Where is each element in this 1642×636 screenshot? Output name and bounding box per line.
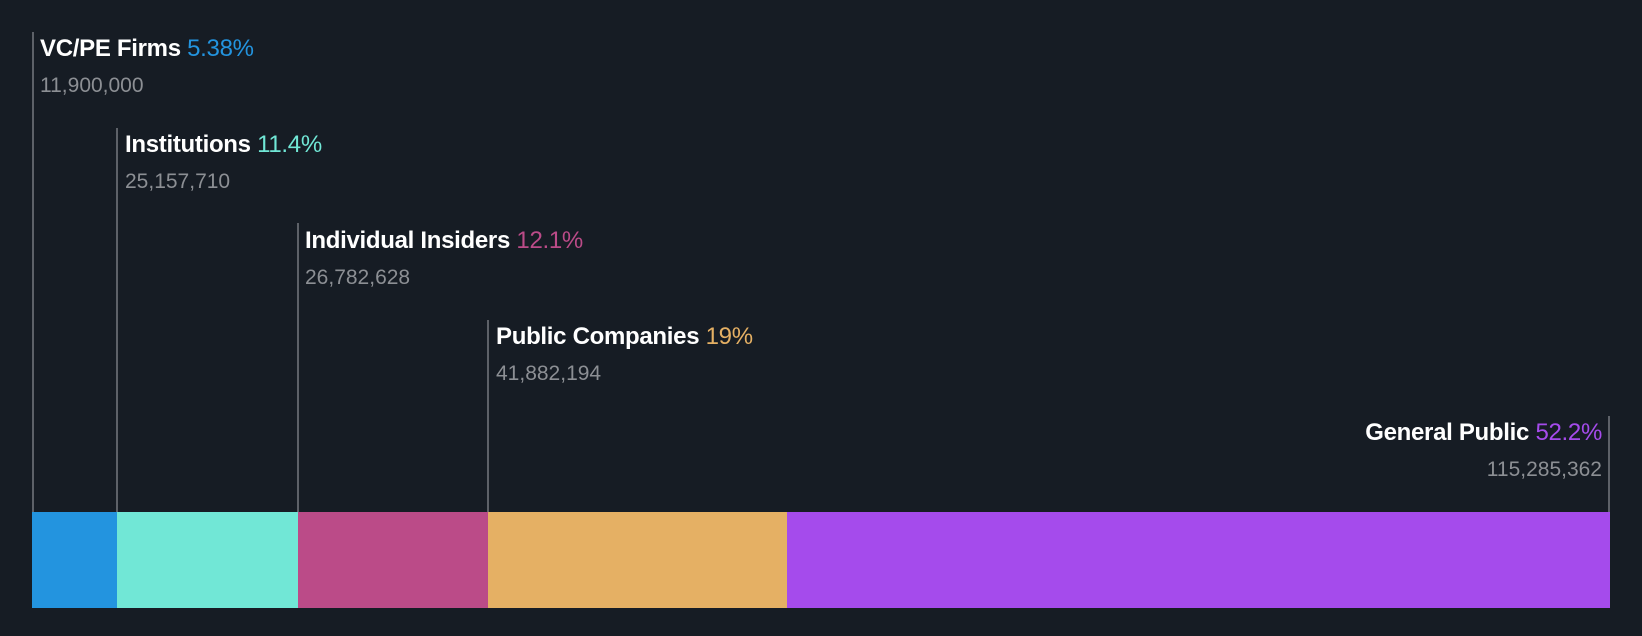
- label-vcpe: VC/PE Firms 5.38% 11,900,000: [40, 34, 254, 100]
- bar-segment-public-companies[interactable]: [488, 512, 787, 608]
- segment-percent: 19%: [705, 323, 753, 350]
- segment-count: 26,782,628: [305, 266, 411, 289]
- marker-line-institutions: [116, 128, 118, 512]
- marker-line-general-public: [1608, 416, 1610, 512]
- segment-count: 11,900,000: [40, 74, 144, 97]
- segment-title: Public Companies 19%: [496, 323, 753, 350]
- segment-percent: 12.1%: [516, 227, 583, 254]
- segment-title: VC/PE Firms 5.38%: [40, 35, 254, 62]
- marker-line-public-companies: [487, 320, 489, 512]
- segment-count: 25,157,710: [125, 170, 231, 193]
- segment-title: Individual Insiders 12.1%: [305, 227, 583, 254]
- label-individual-insiders: Individual Insiders 12.1% 26,782,628: [305, 226, 583, 292]
- segment-percent: 52.2%: [1535, 419, 1602, 446]
- ownership-bar: [32, 512, 1610, 608]
- bar-segment-institutions[interactable]: [117, 512, 298, 608]
- segment-title: Institutions 11.4%: [125, 131, 322, 158]
- marker-line-vcpe: [32, 32, 34, 512]
- label-public-companies: Public Companies 19% 41,882,194: [496, 322, 753, 388]
- label-institutions: Institutions 11.4% 25,157,710: [125, 130, 322, 196]
- bar-segment-general-public[interactable]: [787, 512, 1610, 608]
- segment-count: 41,882,194: [496, 362, 602, 385]
- segment-title: General Public 52.2%: [1365, 419, 1602, 446]
- bar-segment-individual-insiders[interactable]: [298, 512, 488, 608]
- bar-segment-vcpe[interactable]: [32, 512, 117, 608]
- segment-percent: 5.38%: [187, 35, 254, 62]
- segment-count: 115,285,362: [1486, 458, 1602, 481]
- label-general-public: General Public 52.2% 115,285,362: [1365, 418, 1602, 484]
- marker-line-individual-insiders: [297, 223, 299, 512]
- segment-percent: 11.4%: [257, 131, 322, 158]
